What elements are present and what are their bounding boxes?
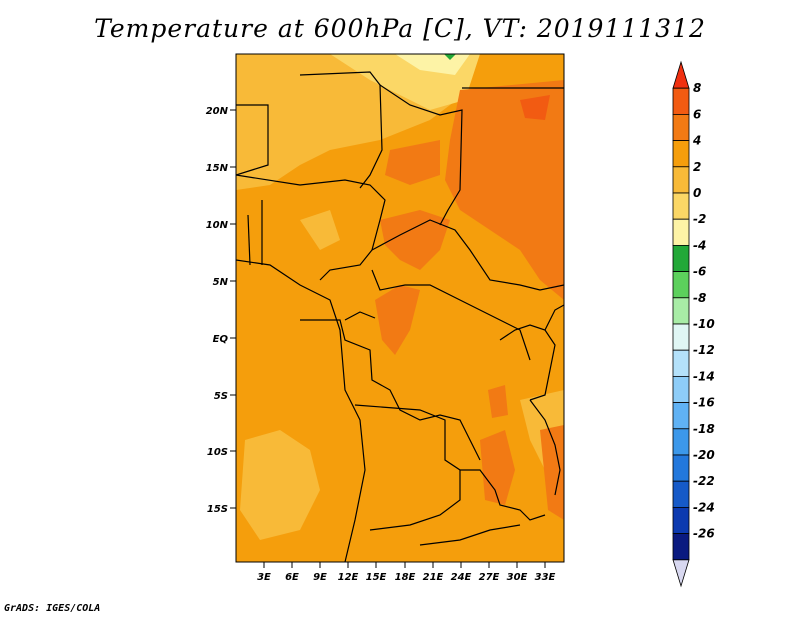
colorbar-swatch xyxy=(672,218,690,246)
colorbar-label: -4 xyxy=(693,238,706,252)
colorbar-label: 4 xyxy=(692,134,701,148)
colorbar-swatch xyxy=(672,192,690,220)
colorbar-label: -10 xyxy=(693,317,715,331)
lon-label: 18E xyxy=(395,572,416,583)
country-borders xyxy=(236,71,564,562)
colorbar-swatch xyxy=(672,87,690,115)
colorbar-swatch xyxy=(672,271,690,299)
colorbar: 8 6 4 2 0 -2 -4 -6 -8 -10 -12 -14 -16 -18 -20 -22 -24 -26 xyxy=(672,60,715,588)
colorbar-swatch xyxy=(672,402,690,430)
colorbar-swatch xyxy=(672,506,690,534)
colorbar-label: -12 xyxy=(693,343,715,357)
lat-label: 5S xyxy=(214,391,228,402)
lon-label: 15E xyxy=(366,572,387,583)
map-title: Temperature at 600hPa [C], VT: 201911131… xyxy=(94,14,706,43)
temperature-contours-4-6 xyxy=(375,80,564,520)
colorbar-swatch xyxy=(672,166,690,194)
colorbar-label: 0 xyxy=(693,186,701,200)
map-panel xyxy=(236,54,564,562)
lon-label: 30E xyxy=(507,572,528,583)
colorbar-label: -6 xyxy=(693,265,706,279)
lat-label: 15S xyxy=(207,504,228,515)
colorbar-label: -18 xyxy=(693,422,715,436)
latitude-axis: 20N 15N 10N 5N EQ 5S 10S 15S xyxy=(206,106,236,515)
lat-label: 20N xyxy=(206,106,229,117)
colorbar-swatch xyxy=(672,533,690,561)
colorbar-label: -24 xyxy=(693,500,715,514)
temperature-contours-neg4-neg2 xyxy=(395,54,470,75)
colorbar-swatch xyxy=(672,349,690,377)
colorbar-swatch xyxy=(672,323,690,351)
lat-label: EQ xyxy=(213,334,229,345)
colorbar-label: 6 xyxy=(693,107,701,121)
lat-label: 10N xyxy=(206,220,229,231)
lon-label: 27E xyxy=(479,572,500,583)
colorbar-label: -26 xyxy=(693,527,715,541)
lon-label: 3E xyxy=(257,572,271,583)
lon-label: 24E xyxy=(451,572,472,583)
colorbar-swatch xyxy=(672,140,690,168)
colorbar-label: 8 xyxy=(693,81,701,95)
colorbar-label: -16 xyxy=(693,396,715,410)
colorbar-swatch xyxy=(672,480,690,508)
map-frame xyxy=(235,53,565,563)
colorbar-bottom-arrow xyxy=(672,559,690,588)
lon-label: 21E xyxy=(423,572,444,583)
longitude-axis: 3E 6E 9E 12E 15E 18E 21E 24E 27E 30E 33E xyxy=(257,562,556,583)
colorbar-label: -2 xyxy=(693,212,706,226)
colorbar-swatch xyxy=(672,454,690,482)
colorbar-label: -22 xyxy=(693,474,715,488)
colorbar-swatch xyxy=(672,297,690,325)
lon-label: 6E xyxy=(285,572,299,583)
temperature-contours-neg6-neg4 xyxy=(444,54,456,60)
colorbar-swatch xyxy=(672,428,690,456)
lat-label: 5N xyxy=(213,277,229,288)
lat-label: 10S xyxy=(207,447,228,458)
lon-label: 33E xyxy=(535,572,556,583)
temperature-contours-6-8 xyxy=(520,95,550,120)
lon-label: 9E xyxy=(313,572,327,583)
colorbar-label: -20 xyxy=(693,448,715,462)
colorbar-swatch xyxy=(672,114,690,142)
colorbar-label: 2 xyxy=(693,160,701,174)
colorbar-swatch xyxy=(672,244,690,272)
lon-label: 12E xyxy=(338,572,359,583)
colorbar-label: -14 xyxy=(693,369,715,383)
footer-credit: GrADS: IGES/COLA xyxy=(4,603,101,614)
lat-label: 15N xyxy=(206,163,229,174)
colorbar-label: -8 xyxy=(693,291,706,305)
colorbar-swatch xyxy=(672,375,690,403)
colorbar-top-arrow xyxy=(672,60,690,89)
